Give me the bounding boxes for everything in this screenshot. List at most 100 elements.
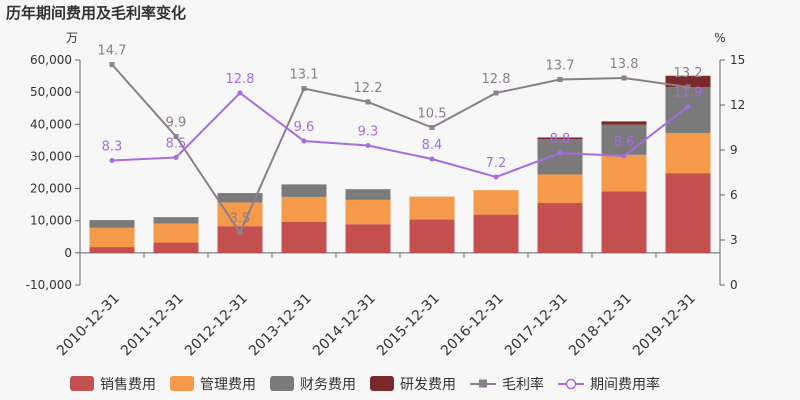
left-tick-label: 0 xyxy=(64,246,72,260)
marker-period_rate xyxy=(237,90,243,96)
right-tick-label: 9 xyxy=(730,143,738,157)
left-tick-label: 60,000 xyxy=(30,53,72,67)
data-label-period_rate: 8.6 xyxy=(614,135,635,150)
marker-gross_margin xyxy=(365,99,371,105)
bar-admin xyxy=(601,154,647,192)
bar-admin xyxy=(345,199,391,225)
left-tick-label: 30,000 xyxy=(30,149,72,163)
x-tick-label: 2010-12-31 xyxy=(54,291,123,360)
marker-gross_margin xyxy=(237,230,243,235)
bar-sales xyxy=(281,221,327,253)
legend-label-rnd: 研发费用 xyxy=(400,377,456,393)
bar-finance xyxy=(153,217,199,224)
bar-admin xyxy=(153,223,199,243)
line-gross_margin xyxy=(111,63,689,235)
data-label-gross_margin: 13.8 xyxy=(610,57,639,72)
data-label-gross_margin: 12.8 xyxy=(482,72,511,87)
bar-rnd xyxy=(537,137,583,140)
marker-gross_margin xyxy=(173,134,179,139)
bar-sales xyxy=(537,203,583,253)
bar-rnd xyxy=(601,121,647,125)
bar-sales xyxy=(409,219,455,253)
bar-admin xyxy=(409,196,455,220)
data-label-period_rate: 8.5 xyxy=(166,137,187,152)
data-label-period_rate: 9.3 xyxy=(358,125,379,140)
marker-period_rate xyxy=(429,156,435,162)
bar-finance xyxy=(217,193,263,203)
bar-sales xyxy=(601,191,647,253)
bar-sales xyxy=(345,224,391,253)
x-tick-label: 2015-12-31 xyxy=(374,291,443,360)
left-tick-label: 20,000 xyxy=(30,182,72,196)
right-axis-unit: % xyxy=(714,31,725,45)
bar-admin xyxy=(473,190,519,215)
x-tick-label: 2011-12-31 xyxy=(118,291,187,360)
legend-swatch-sales xyxy=(70,376,94,391)
left-tick-label: 10,000 xyxy=(30,214,72,228)
marker-period_rate xyxy=(493,174,499,180)
left-tick-label: 40,000 xyxy=(30,117,72,131)
marker-gross_margin xyxy=(493,90,499,96)
data-label-gross_margin: 9.9 xyxy=(166,116,187,131)
marker-period_rate xyxy=(301,138,307,144)
data-label-period_rate: 8.4 xyxy=(422,138,443,153)
bar-sales xyxy=(665,173,711,253)
right-tick-label: 0 xyxy=(730,278,738,292)
bar-rnd xyxy=(665,75,711,87)
x-tick-label: 2013-12-31 xyxy=(246,291,315,360)
bar-finance xyxy=(601,124,647,155)
bar-sales xyxy=(89,247,135,253)
legend-label-finance: 财务费用 xyxy=(300,377,356,393)
bar-admin xyxy=(281,196,327,222)
bar-finance xyxy=(345,189,391,200)
legend-label-sales: 销售费用 xyxy=(100,377,156,393)
legend-swatch-admin xyxy=(170,376,194,391)
line-period_rate xyxy=(111,91,689,179)
marker-period_rate xyxy=(173,155,179,160)
legend-marker-period_rate xyxy=(565,378,577,390)
x-tick-label: 2019-12-31 xyxy=(630,291,699,360)
data-label-period_rate: 8.8 xyxy=(550,132,571,147)
bar-admin xyxy=(665,132,711,174)
bar-finance xyxy=(665,87,711,133)
right-tick-label: 3 xyxy=(730,233,738,247)
data-label-period_rate: 11.9 xyxy=(674,86,703,101)
data-label-period_rate: 9.6 xyxy=(294,120,315,135)
data-label-period_rate: 12.8 xyxy=(226,72,255,87)
bar-finance xyxy=(281,184,327,197)
x-tick-label: 2014-12-31 xyxy=(310,291,379,360)
legend-label-period_rate: 期间费用率 xyxy=(590,376,660,393)
x-tick-label: 2016-12-31 xyxy=(438,291,507,360)
data-label-gross_margin: 10.5 xyxy=(418,107,447,122)
bar-finance xyxy=(89,220,135,228)
x-tick-label: 2017-12-31 xyxy=(502,291,571,360)
data-label-gross_margin: 13.7 xyxy=(546,59,575,74)
marker-gross_margin xyxy=(685,84,691,90)
data-label-gross_margin: 14.7 xyxy=(98,44,127,59)
data-label-period_rate: 8.3 xyxy=(102,140,123,155)
chart-title: 历年期间费用及毛利率变化 xyxy=(6,4,187,22)
marker-gross_margin xyxy=(621,75,627,81)
marker-period_rate xyxy=(365,143,371,148)
data-label-gross_margin: 13.2 xyxy=(674,66,703,81)
data-label-gross_margin: 12.2 xyxy=(354,81,383,96)
x-tick-label: 2018-12-31 xyxy=(566,291,635,360)
marker-gross_margin xyxy=(301,86,307,91)
x-tick-label: 2012-12-31 xyxy=(182,291,251,360)
data-label-period_rate: 7.2 xyxy=(486,156,507,171)
legend-label-admin: 管理费用 xyxy=(200,377,256,393)
data-label-gross_margin: 13.1 xyxy=(290,68,319,83)
legend-swatch-finance xyxy=(270,376,294,391)
bar-admin xyxy=(537,174,583,204)
marker-gross_margin xyxy=(429,125,435,130)
left-tick-label: 50,000 xyxy=(30,85,72,99)
marker-period_rate xyxy=(685,104,691,109)
right-tick-label: 15 xyxy=(730,53,745,67)
marker-period_rate xyxy=(109,158,115,163)
bar-sales xyxy=(153,242,199,253)
legend-marker-gross_margin xyxy=(479,379,487,388)
marker-period_rate xyxy=(621,153,627,159)
marker-period_rate xyxy=(557,150,563,156)
data-label-gross_margin: 3.5 xyxy=(230,212,251,227)
